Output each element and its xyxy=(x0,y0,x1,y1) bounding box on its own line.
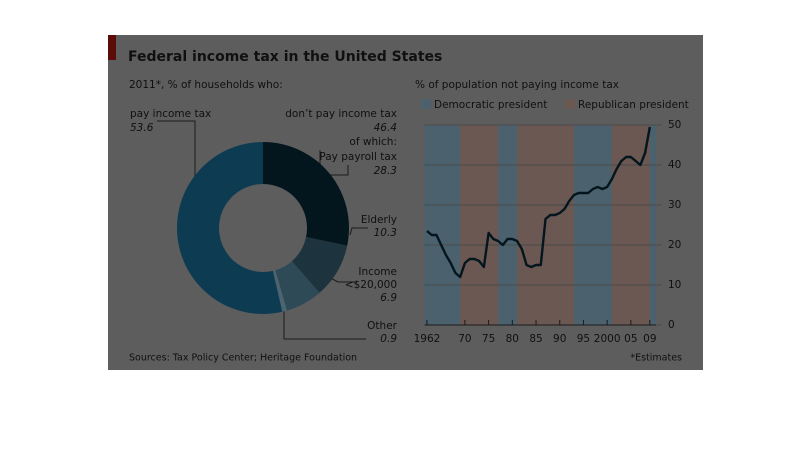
line-title: % of population not paying income tax xyxy=(415,79,619,91)
segment-label: Elderly xyxy=(360,214,397,226)
x-tick-label: 75 xyxy=(482,333,495,345)
note: *Estimates xyxy=(630,353,682,364)
donut-segment xyxy=(291,237,348,293)
x-tick-label: 80 xyxy=(506,333,519,345)
leader-lines xyxy=(157,120,368,340)
segment-label: Pay payroll tax xyxy=(319,151,397,163)
x-tick-label: 95 xyxy=(577,333,590,345)
y-tick-label: 0 xyxy=(668,319,675,331)
subtitle: 2011*, % of households who: xyxy=(129,79,283,91)
y-tick-label: 50 xyxy=(668,119,681,131)
y-tick-label: 10 xyxy=(668,279,681,291)
legend-swatch xyxy=(565,99,575,109)
y-tick-label: 40 xyxy=(668,159,681,171)
leader-line xyxy=(319,150,349,176)
pay-label: pay income tax xyxy=(130,108,212,120)
segment-label: Income <$20,000 xyxy=(344,266,397,291)
x-tick-label: 85 xyxy=(529,333,542,345)
legend-label: Republican president xyxy=(578,99,689,111)
leader-line xyxy=(349,227,368,236)
y-tick-label: 20 xyxy=(668,239,681,251)
x-tick-label: 1962 xyxy=(414,333,441,345)
data-line xyxy=(426,126,652,279)
group-value: 46.4 xyxy=(373,122,397,134)
leader-line xyxy=(283,305,366,340)
legend-label: Democratic president xyxy=(434,99,547,111)
donut-segment xyxy=(275,261,320,311)
x-tick-label: 90 xyxy=(553,333,566,345)
brand-tab xyxy=(108,35,116,60)
shading xyxy=(649,125,656,325)
donut-segment xyxy=(263,142,350,246)
shading xyxy=(460,125,499,325)
segment-value: 28.3 xyxy=(373,165,397,177)
donut-segment xyxy=(177,142,283,314)
x-tick-label: 2000 xyxy=(594,333,621,345)
source: Sources: Tax Policy Center; Heritage Fou… xyxy=(129,353,357,364)
segment-value: 0.9 xyxy=(380,333,397,345)
leader-line xyxy=(157,120,196,185)
segment-value: 10.3 xyxy=(373,227,397,239)
x-tick-label: 05 xyxy=(624,333,637,345)
pay-value: 53.6 xyxy=(130,122,154,134)
x-tick-label: 70 xyxy=(458,333,471,345)
shading xyxy=(498,125,518,325)
shading xyxy=(573,125,612,325)
segment-value: 6.9 xyxy=(380,292,397,304)
shading xyxy=(424,125,461,325)
x-tick-label: 09 xyxy=(643,333,656,345)
legend-swatch xyxy=(421,99,431,109)
y-tick-label: 30 xyxy=(668,199,681,211)
chart-title: Federal income tax in the United States xyxy=(128,49,442,65)
group-note: of which: xyxy=(349,136,397,148)
group-label: don’t pay income tax xyxy=(285,108,397,120)
segment-label: Other xyxy=(367,320,397,332)
donut-segment xyxy=(272,270,287,312)
